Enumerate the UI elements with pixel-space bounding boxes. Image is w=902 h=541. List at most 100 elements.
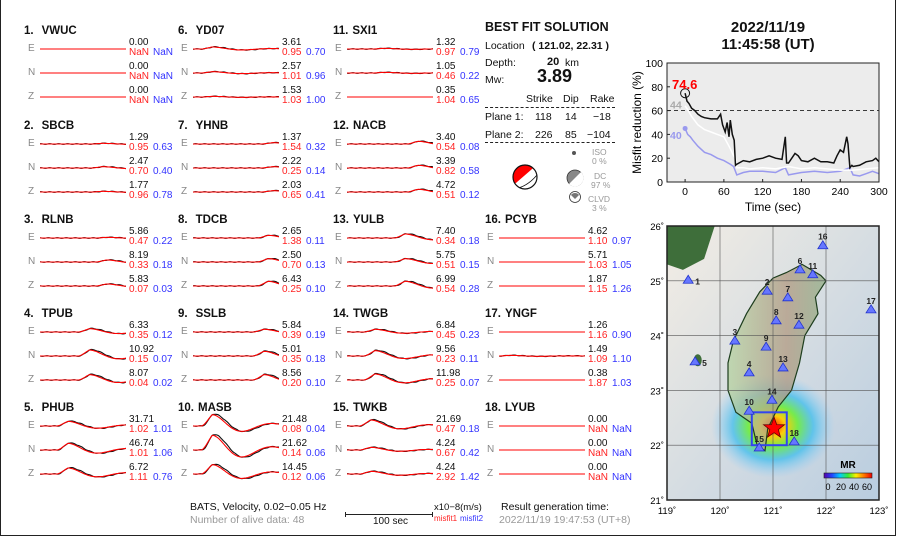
- component-label: N: [335, 350, 343, 361]
- station-code: SSLB: [195, 308, 227, 320]
- misfit1-value: 1.03: [282, 95, 302, 106]
- misfit2-value: NaN: [153, 47, 174, 58]
- station-number: 12.: [333, 120, 349, 132]
- x-tick-label: 60: [718, 186, 730, 198]
- event-time: 11:45:58 (UT): [721, 36, 815, 53]
- waveform-trace: [193, 141, 279, 145]
- misfit1-value: 0.97: [436, 47, 456, 58]
- amplitude-value: 31.71: [129, 414, 155, 425]
- epicenter-star-icon: [762, 416, 786, 439]
- component-label: E: [28, 232, 35, 243]
- station-code: YHNB: [195, 120, 229, 132]
- header-strike: Strike: [526, 93, 553, 105]
- station-code: YNGF: [505, 308, 537, 320]
- component-label: N: [28, 67, 36, 78]
- station-code: MASB: [198, 402, 232, 414]
- misfit1-value: 0.70: [282, 260, 302, 271]
- synthetic-trace: [40, 420, 126, 429]
- station-triangle-icon[interactable]: [770, 315, 782, 325]
- misfit1-value: 0.33: [129, 260, 149, 271]
- waveform-trace: [40, 259, 126, 263]
- component-label: N: [181, 162, 189, 173]
- station-triangle-icon[interactable]: [793, 319, 805, 329]
- station-triangle-icon[interactable]: [743, 405, 755, 415]
- misfit1-value: 0.46: [436, 71, 456, 82]
- station-triangle-icon[interactable]: [865, 304, 877, 314]
- misfit1-value: 0.96: [129, 190, 149, 201]
- waveform-trace: [40, 283, 126, 287]
- synthetic-trace: [193, 190, 279, 193]
- waveform-trace: [40, 165, 126, 170]
- station-code: SBCB: [41, 120, 75, 132]
- lat-tick-label: 26˚: [650, 222, 664, 233]
- amplitude-value: 2.65: [282, 226, 302, 237]
- amplitude-value: 10.92: [129, 344, 155, 355]
- station-triangle-icon[interactable]: [682, 274, 694, 284]
- station-triangle-icon[interactable]: [743, 367, 755, 377]
- station-triangle-icon[interactable]: [760, 341, 772, 351]
- misfit2-value: NaN: [612, 448, 633, 459]
- misfit1-value: 1.03: [588, 260, 608, 271]
- station-title: 11. SXI1: [333, 25, 377, 37]
- colorbar-title: MR: [840, 460, 856, 471]
- waveform-trace: [193, 328, 279, 333]
- station-triangle-icon[interactable]: [807, 269, 819, 279]
- station-title: 8. TDCB: [178, 214, 228, 226]
- station-code: VWUC: [41, 25, 77, 37]
- station-code: TPUB: [41, 308, 73, 320]
- misfit1-value: 0.95: [129, 142, 149, 153]
- amplitude-value: 9.56: [436, 344, 456, 355]
- station-title: 18. LYUB: [485, 402, 535, 414]
- location-value: ( 121.02, 22.31 ): [532, 40, 610, 52]
- station-triangle-icon[interactable]: [689, 356, 701, 366]
- station-triangle-icon[interactable]: [766, 394, 778, 404]
- misfit2-value: 0.11: [306, 236, 325, 247]
- station-number: 11.: [333, 25, 349, 37]
- station-triangle-icon[interactable]: [761, 285, 773, 295]
- x-tick-label: 120: [754, 186, 772, 198]
- synthetic-trace: [40, 190, 126, 193]
- station-title: 1. VWUC: [24, 25, 77, 37]
- station-title: 15. TWKB: [333, 402, 388, 414]
- station-number: 14.: [333, 308, 349, 320]
- waveform-trace: [40, 96, 126, 98]
- waveform-trace: [347, 188, 433, 193]
- component-label: E: [335, 43, 342, 54]
- station-triangle-icon[interactable]: [788, 436, 800, 446]
- component-label: Z: [335, 468, 342, 479]
- synthetic-trace: [347, 233, 433, 241]
- plane2-rake: −104: [587, 129, 611, 141]
- component-label: E: [181, 138, 188, 149]
- header-dip: Dip: [563, 93, 579, 105]
- misfit1-value: 0.12: [282, 472, 302, 483]
- station-triangle-icon[interactable]: [782, 292, 794, 302]
- amplitude-value: 4.72: [436, 180, 456, 191]
- component-label: Z: [28, 91, 35, 102]
- amplitude-value: 5.83: [129, 274, 149, 285]
- component-label: N: [181, 350, 189, 361]
- misfit2-value: 0.28: [460, 284, 480, 295]
- misfit2-value: NaN: [612, 472, 633, 483]
- synthetic-trace: [40, 349, 126, 360]
- x-tick-label: 0: [682, 186, 688, 198]
- misfit1-value: 0.47: [436, 424, 456, 435]
- station-triangle-icon[interactable]: [794, 264, 806, 274]
- time-scale-label: 100 sec: [373, 516, 409, 527]
- clvd-label: CLVD: [588, 194, 611, 204]
- station-triangle-icon[interactable]: [777, 362, 789, 372]
- station-number: 17.: [485, 308, 501, 320]
- station-map-label: 5: [702, 358, 707, 368]
- amplitude-value: 14.45: [282, 462, 308, 473]
- station-triangle-icon[interactable]: [729, 335, 741, 345]
- misfit2-value: 0.12: [153, 330, 173, 341]
- synthetic-trace: [347, 188, 433, 193]
- amplitude-value: 3.39: [436, 156, 456, 167]
- waveform-trace: [40, 72, 126, 74]
- station-triangle-icon[interactable]: [753, 442, 765, 452]
- station-triangle-icon[interactable]: [817, 239, 829, 250]
- misfit1-value: 1.16: [588, 330, 608, 341]
- misfit2-value: 1.26: [612, 284, 632, 295]
- location-label: Location: [485, 40, 525, 52]
- colorbar-tick-label: 40: [849, 482, 859, 492]
- component-label: E: [181, 232, 188, 243]
